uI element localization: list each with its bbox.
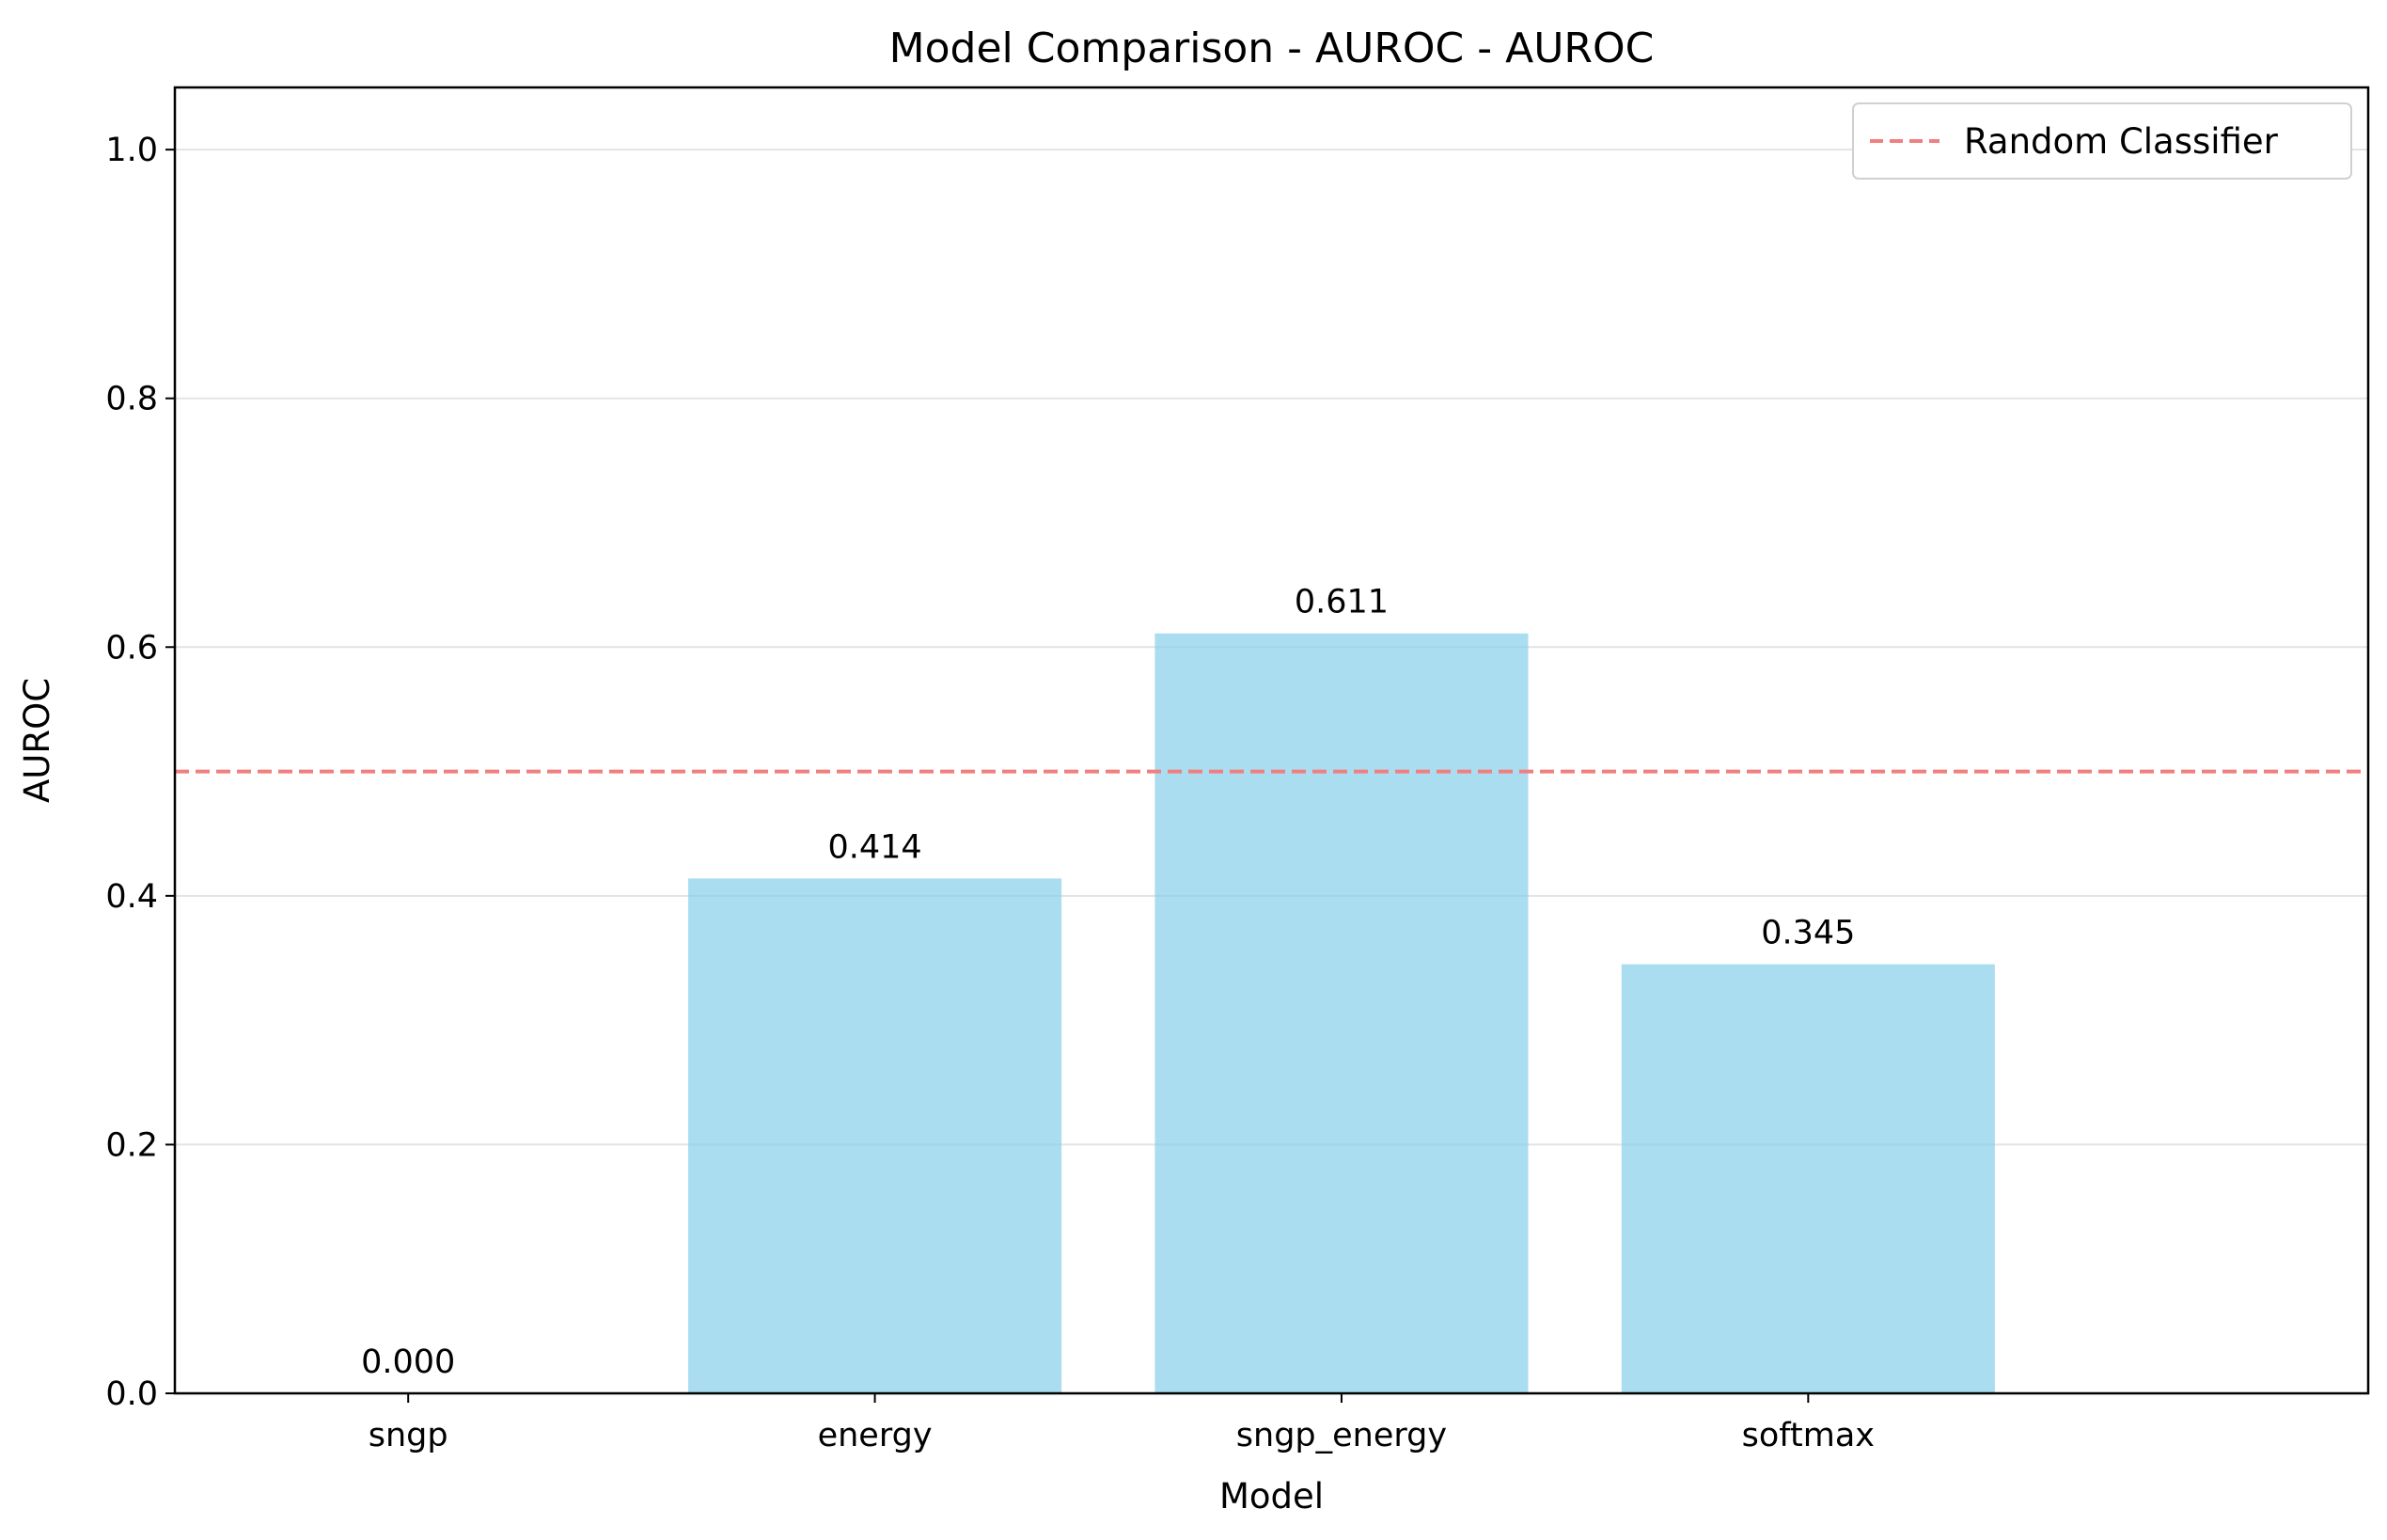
bar-energy xyxy=(688,878,1062,1393)
bars xyxy=(688,633,1995,1393)
legend: Random Classifier xyxy=(1852,102,2352,180)
data-label-sngp: 0.000 xyxy=(361,1344,455,1381)
data-labels: 0.000 0.414 0.611 0.345 xyxy=(361,584,1855,1381)
data-label-energy: 0.414 xyxy=(827,828,921,866)
x-axis-ticks: sngp energy sngp_energy softmax xyxy=(369,1393,1875,1454)
x-tick-label: softmax xyxy=(1742,1417,1875,1454)
y-axis-ticks: 0.0 0.2 0.4 0.6 0.8 1.0 xyxy=(105,132,175,1413)
chart-title: Model Comparison - AUROC - AUROC xyxy=(889,24,1655,72)
y-tick-label: 0.0 xyxy=(105,1375,158,1413)
bar-softmax xyxy=(1621,964,1995,1393)
y-tick-label: 0.4 xyxy=(105,878,158,916)
y-axis-label: AUROC xyxy=(17,678,57,803)
plot-frame xyxy=(173,86,2370,1395)
x-tick-label: sngp_energy xyxy=(1236,1417,1447,1454)
legend-entry-random-classifier: Random Classifier xyxy=(1964,121,2279,162)
y-tick-label: 0.6 xyxy=(105,629,158,667)
y-tick-label: 1.0 xyxy=(105,132,158,169)
x-tick-label: energy xyxy=(818,1417,933,1454)
data-label-softmax: 0.345 xyxy=(1761,915,1855,952)
y-tick-label: 0.8 xyxy=(105,381,158,418)
y-tick-label: 0.2 xyxy=(105,1126,158,1164)
data-label-sngp-energy: 0.611 xyxy=(1295,584,1389,621)
x-tick-label: sngp xyxy=(369,1417,448,1454)
x-axis-label: Model xyxy=(1219,1476,1324,1516)
bar-sngp-energy xyxy=(1154,633,1529,1393)
legend-box xyxy=(1852,102,2352,180)
